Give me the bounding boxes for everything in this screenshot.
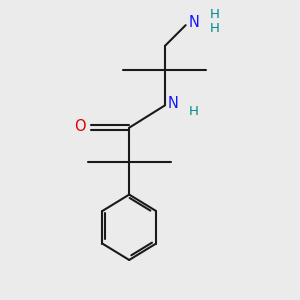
Text: H: H [209, 8, 219, 21]
Text: N: N [189, 15, 200, 30]
Text: N: N [168, 96, 179, 111]
Text: H: H [209, 22, 219, 34]
Text: O: O [74, 119, 86, 134]
Text: H: H [189, 105, 199, 118]
